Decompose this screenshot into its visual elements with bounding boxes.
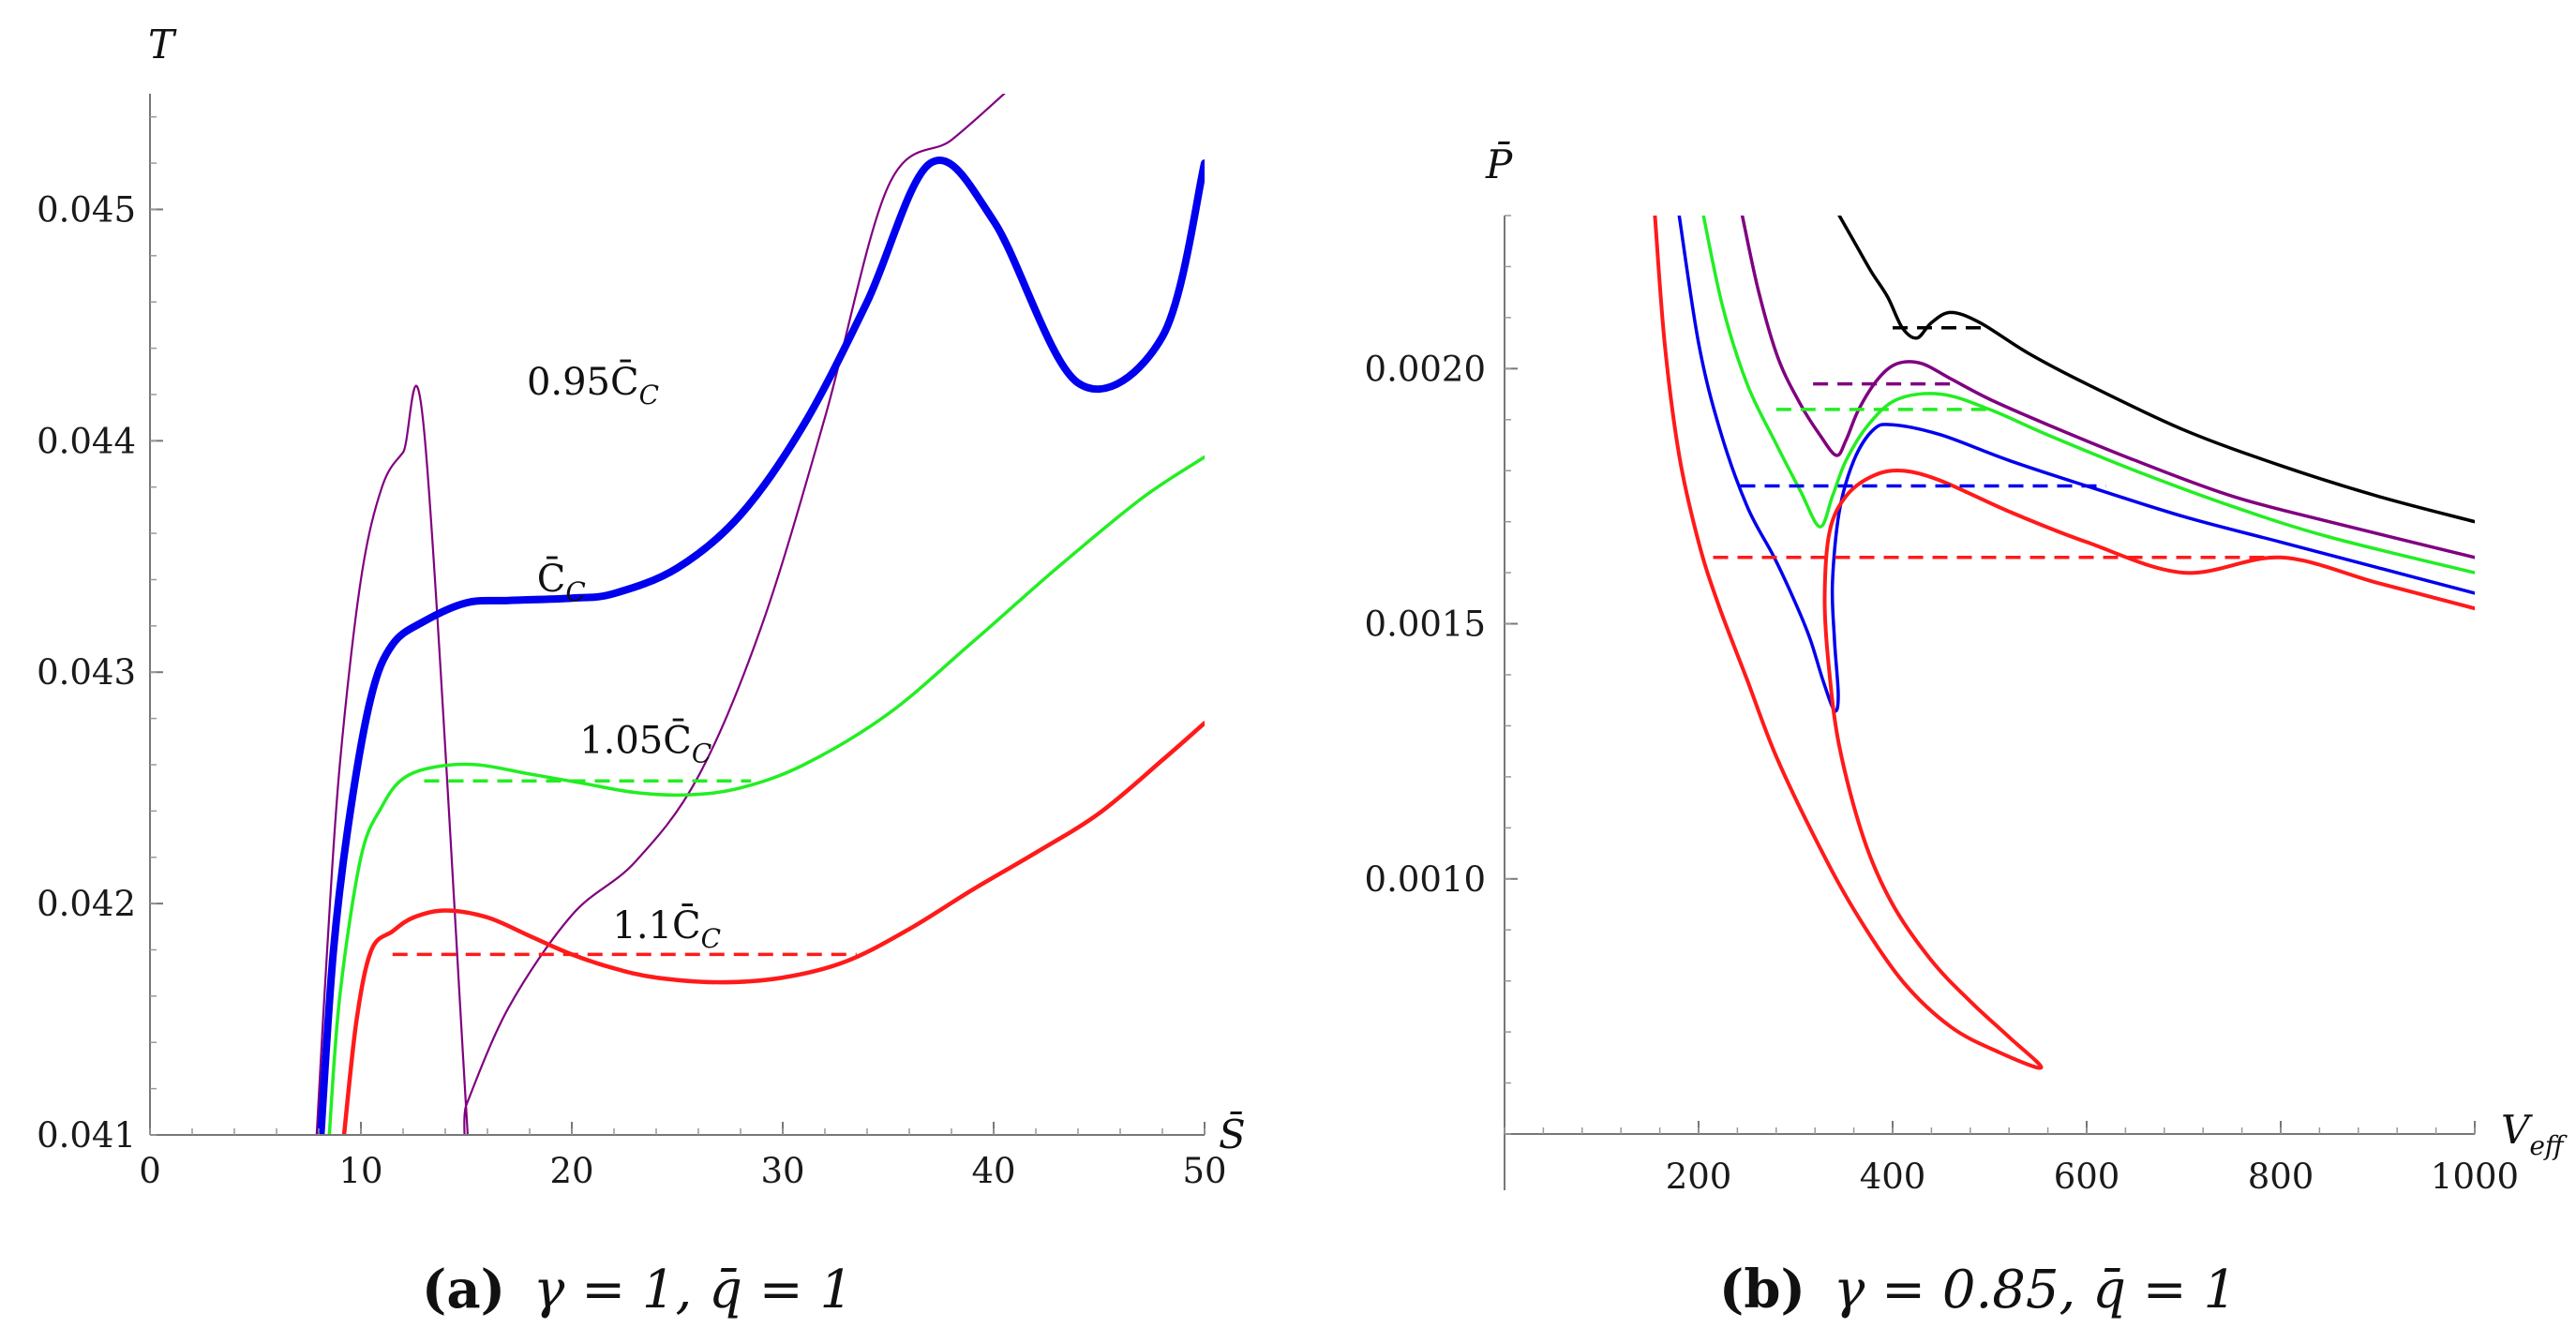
b-caption: (b) γ = 0.85, q̄ = 1 (1719, 1259, 2237, 1321)
a-caption-text: γ = 1, q̄ = 1 (533, 1260, 853, 1321)
a-x-axis-title: S̄ (1219, 1110, 1246, 1157)
b-y-axis-title: P̄ (1485, 140, 1513, 187)
a-y-tick-label-1: 0.042 (37, 884, 136, 924)
b-y-tick-label-2: 0.0020 (1365, 349, 1486, 389)
a-curve-label-2: 1.05C̄C (579, 718, 711, 768)
b-y-tick-label-1: 0.0015 (1365, 604, 1486, 645)
b-series-line-3 (1677, 216, 2475, 713)
b-caption-text: γ = 0.85, q̄ = 1 (1834, 1260, 2237, 1321)
a-y-axis-title: T (148, 22, 177, 67)
b-caption-tag: (b) (1719, 1259, 1805, 1321)
a-x-tick-label-3: 30 (760, 1151, 804, 1191)
a-y-tick-label-2: 0.043 (37, 652, 136, 693)
a-x-tick-label-1: 10 (338, 1151, 382, 1191)
b-y-tick-label-0: 0.0010 (1365, 859, 1486, 900)
b-x-tick-label-1: 400 (1860, 1156, 1926, 1197)
a-curve-label-3: 1.1C̄C (612, 903, 721, 954)
a-caption: (a) γ = 1, q̄ = 1 (422, 1259, 853, 1321)
a-x-tick-label-0: 0 (139, 1151, 161, 1191)
a-y-tick-label-0: 0.041 (37, 1115, 136, 1156)
a-x-tick-label-2: 20 (549, 1151, 593, 1191)
a-series-line-3 (341, 721, 1205, 1135)
a-series-line-0 (315, 94, 1006, 1135)
b-series-line-4 (1653, 216, 2475, 1070)
a-x-tick-label-5: 50 (1182, 1151, 1226, 1191)
a-series-line-2 (327, 455, 1205, 1135)
a-series-line-1 (317, 157, 1205, 1135)
b-series-line-1 (1740, 216, 2475, 560)
panel-a: 0 10 20 30 40 50 0.041 0.042 0.043 0.044 0.045 T S… (37, 22, 1246, 1321)
panel-b: 200 400 600 800 1000 0.0010 0.0015 0.0020 P̄ Ve… (1365, 140, 2568, 1321)
a-curve-label-1: C̄C (537, 557, 586, 607)
b-x-axis-title-sub: eff (2529, 1130, 2568, 1161)
b-x-axis-title: Veff (2501, 1107, 2568, 1161)
a-y-tick-label-3: 0.044 (37, 421, 136, 461)
a-caption-tag: (a) (422, 1259, 505, 1321)
b-x-tick-label-0: 200 (1666, 1156, 1732, 1197)
a-curve-label-0: 0.95C̄C (527, 360, 659, 410)
b-series-line-0 (1837, 216, 2475, 524)
b-x-tick-label-3: 800 (2248, 1156, 2314, 1197)
a-y-tick-label-4: 0.045 (37, 189, 136, 230)
b-series-line-2 (1701, 216, 2475, 574)
b-x-axis-title-main: V (2501, 1107, 2533, 1153)
a-x-tick-label-4: 40 (971, 1151, 1015, 1191)
b-x-tick-label-2: 600 (2054, 1156, 2120, 1197)
b-x-tick-label-4: 1000 (2431, 1156, 2519, 1197)
